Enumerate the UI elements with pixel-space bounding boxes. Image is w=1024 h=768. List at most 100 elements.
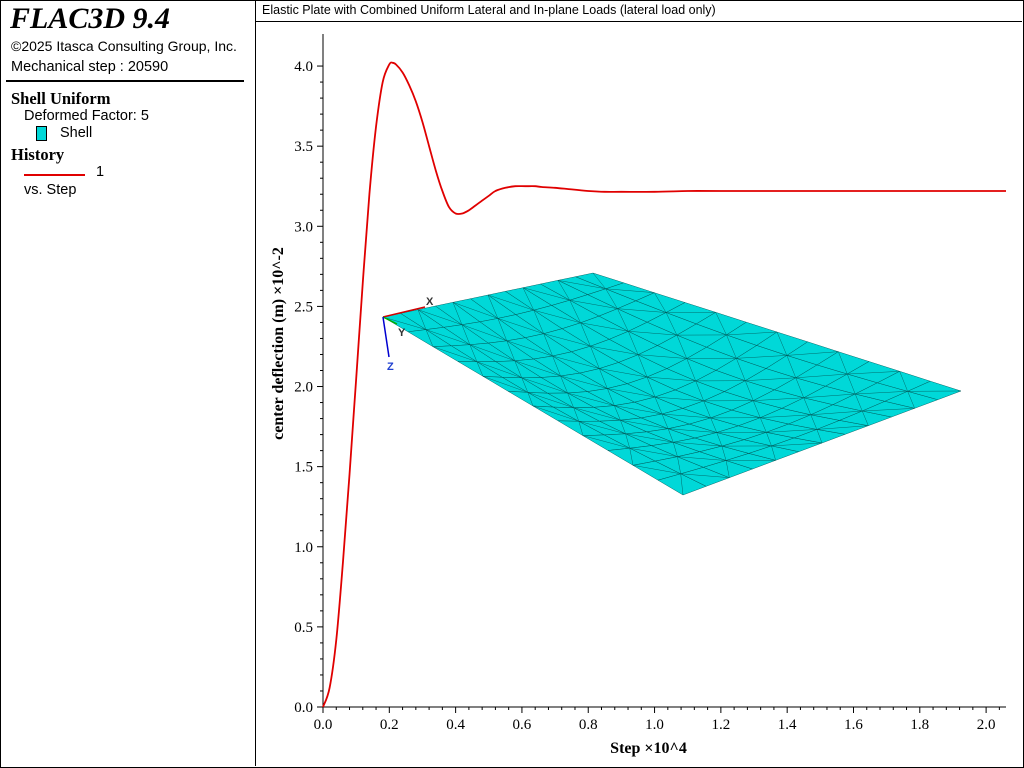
app-title: FLAC3D 9.4 — [10, 2, 171, 35]
shell-element-diagonal — [425, 329, 434, 347]
shell-element-diagonal — [533, 310, 581, 324]
shell-element-diagonal — [527, 392, 574, 408]
shell-element-diagonal — [614, 405, 663, 415]
shell-element-diagonal — [599, 368, 648, 378]
shell-element-diagonal — [617, 308, 667, 313]
deformed-factor-text: Deformed Factor: 5 — [24, 108, 149, 124]
copyright-text: ©2025 Itasca Consulting Group, Inc. — [11, 38, 237, 54]
shell-element-diagonal — [580, 322, 629, 332]
shell-element-diagonal — [497, 318, 544, 334]
triad-z-label: Z — [387, 361, 394, 373]
shell-element-diagonal — [677, 456, 727, 461]
shell-element-diagonal — [625, 433, 630, 449]
shell-element-diagonal — [686, 358, 696, 382]
triad-y-axis — [382, 316, 398, 325]
shell-element-diagonal — [667, 428, 674, 443]
shell-element-diagonal — [695, 380, 704, 401]
history-heading[interactable]: History — [11, 145, 65, 164]
y-tick-label: 0.0 — [294, 700, 313, 716]
shell-element-diagonal — [527, 392, 534, 407]
shell-element-diagonal — [382, 316, 427, 330]
shell-element-diagonal — [810, 414, 818, 430]
shell-element-diagonal — [569, 299, 618, 309]
shell-element-diagonal — [628, 331, 677, 336]
shell-element-diagonal — [482, 376, 528, 393]
shell-element-diagonal — [573, 407, 621, 421]
shell-element-diagonal — [795, 373, 848, 379]
shell-element-diagonal — [745, 380, 754, 401]
shell-element-diagonal — [469, 344, 515, 361]
shell-element-diagonal — [766, 429, 817, 433]
shell-element-diagonal — [632, 465, 681, 475]
triad-x-axis — [382, 306, 426, 318]
shell-element-diagonal — [582, 435, 630, 449]
shell-element-diagonal — [776, 331, 788, 356]
shell-element-diagonal — [646, 376, 656, 398]
y-tick-label: 1.5 — [294, 460, 313, 476]
x-tick-label: 0.4 — [446, 717, 465, 733]
x-tick-label: 1.6 — [844, 717, 863, 733]
shell-element-diagonal — [417, 309, 462, 325]
shell-element-diagonal — [497, 318, 508, 341]
x-axis-label: Step ×10^4 — [610, 740, 687, 757]
shell-element-diagonal — [766, 432, 772, 447]
shell-color-swatch — [36, 126, 47, 141]
shell-element-diagonal — [506, 340, 515, 361]
shell-element-diagonal — [795, 377, 804, 398]
shell-element-diagonal — [580, 322, 591, 347]
mechanical-step-text: Mechanical step : 20590 — [11, 59, 169, 75]
shell-element-diagonal — [599, 368, 608, 389]
x-tick-label: 0.2 — [380, 717, 399, 733]
x-tick-label: 1.0 — [645, 717, 664, 733]
shell-element-diagonal — [605, 288, 618, 309]
shell-element-diagonal — [838, 351, 848, 375]
shell-element-diagonal — [753, 397, 804, 401]
y-tick-label: 1.0 — [294, 540, 313, 556]
shell-element-diagonal — [605, 288, 655, 293]
shell-element-diagonal — [854, 393, 863, 412]
shell-element-diagonal — [907, 391, 915, 409]
shell-element-diagonal — [721, 446, 727, 461]
shell-element-diagonal — [560, 375, 568, 394]
shell-element-diagonal — [620, 419, 669, 429]
shell-element-diagonal — [521, 377, 529, 393]
plot-item-heading[interactable]: Shell Uniform — [11, 89, 111, 108]
triad-y-label: Y — [398, 327, 406, 339]
shell-element-diagonal — [557, 280, 606, 290]
shell-element-diagonal — [736, 355, 787, 359]
shell-element-diagonal — [617, 308, 629, 332]
shell-element-diagonal — [668, 428, 717, 433]
y-tick-label: 2.0 — [294, 380, 313, 396]
shell-element-diagonal — [847, 371, 900, 375]
shell-element-diagonal — [862, 410, 869, 426]
shell-element-diagonal — [771, 442, 823, 447]
x-tick-label: 1.4 — [778, 717, 797, 733]
shell-element-diagonal — [628, 331, 639, 355]
shell-element-diagonal — [725, 460, 730, 478]
triad-x-label: X — [426, 296, 434, 308]
shell-element-diagonal — [745, 377, 796, 381]
shell-element-diagonal — [487, 294, 534, 311]
y-tick-label: 0.5 — [294, 620, 313, 636]
shell-element-diagonal — [899, 371, 908, 392]
shell-element-diagonal — [786, 351, 839, 356]
shell-element-diagonal — [469, 344, 478, 362]
shell-element-diagonal — [461, 324, 507, 342]
shell-element-diagonal — [816, 425, 869, 430]
shell-element-diagonal — [476, 361, 484, 377]
shell-element-diagonal — [715, 312, 727, 336]
shell-element-diagonal — [607, 388, 615, 406]
shell-element-diagonal — [567, 392, 615, 406]
shell-element-diagonal — [522, 287, 570, 301]
shell-element-diagonal — [654, 396, 663, 415]
shell-element-diagonal — [736, 358, 746, 381]
shell-element-diagonal — [629, 448, 634, 466]
shell-element-diagonal — [803, 393, 856, 398]
vs-step-label: vs. Step — [24, 182, 77, 198]
x-tick-label: 0.0 — [314, 717, 333, 733]
shell-element-diagonal — [506, 340, 553, 357]
shell-element-diagonal — [862, 408, 915, 412]
shell-element-diagonal — [676, 335, 687, 359]
shell-element-diagonal — [569, 300, 581, 323]
shell-element-diagonal — [620, 420, 626, 434]
